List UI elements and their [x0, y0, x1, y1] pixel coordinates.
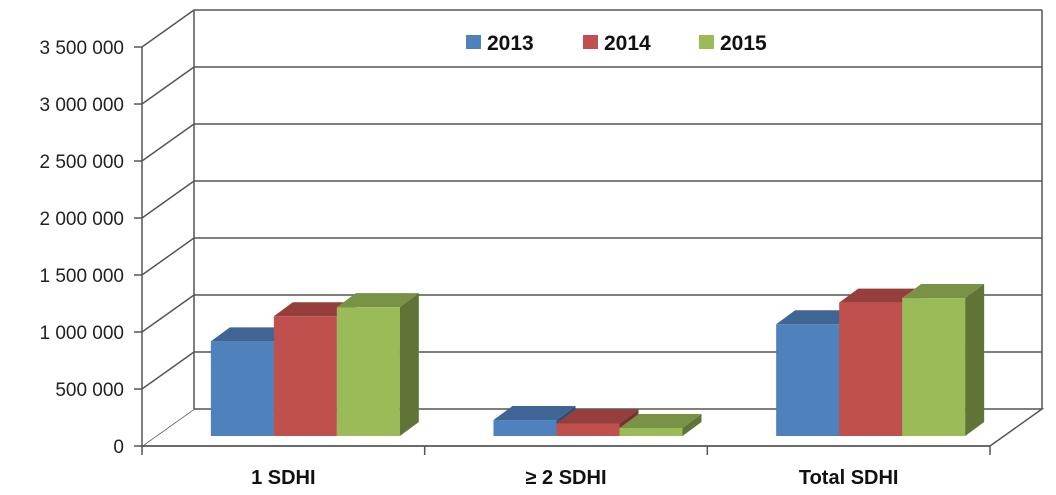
y-tick-label: 2 500 000	[39, 152, 124, 173]
bar-front-face	[902, 298, 966, 436]
bar-front-face	[210, 341, 274, 436]
bar-top-face	[556, 409, 639, 424]
bar-front-face	[619, 428, 683, 436]
legend-swatch	[699, 35, 714, 49]
gridline	[141, 180, 1042, 219]
bar-top-face	[619, 414, 702, 429]
bar-side-face	[682, 414, 702, 436]
y-tick-label: 1 500 000	[39, 266, 124, 287]
bar-2015-2	[902, 284, 985, 436]
legend-swatch	[583, 35, 598, 49]
chart-side-wall	[142, 10, 194, 446]
x-axis-category-labels: 1 SDHI ≥ 2 SDHI Total SDHI	[251, 467, 898, 489]
bar-top-face	[902, 284, 985, 299]
bar-front-face	[776, 324, 840, 436]
legend-entry-2015: 2015	[699, 32, 767, 55]
bar-front-face	[273, 316, 337, 436]
y-tick-label: 500 000	[55, 380, 124, 401]
bar-top-face	[273, 302, 356, 317]
legend-label: 2015	[720, 32, 767, 55]
bar-2015-0	[336, 293, 419, 436]
bar-top-face	[839, 288, 922, 303]
bar-top-face	[336, 293, 419, 308]
bar-front-face	[556, 423, 620, 436]
category-label: ≥ 2 SDHI	[526, 467, 607, 489]
legend-label: 2013	[487, 32, 534, 55]
y-tick-label: 2 000 000	[39, 209, 124, 230]
y-axis-tick-labels: 0 500 000 1 000 000 1 500 000 2 000 000 2 500…	[39, 38, 124, 458]
bar-side-face	[965, 284, 985, 436]
bar-top-face	[493, 406, 576, 421]
bar-front-face	[839, 302, 903, 436]
bar-side-face	[399, 293, 419, 436]
bars	[210, 284, 985, 436]
axes	[134, 10, 991, 455]
bar-top-face	[776, 310, 859, 325]
legend: 2013 2014 2015	[466, 32, 767, 55]
gridline	[141, 66, 1042, 105]
y-tick-label: 3 000 000	[39, 95, 124, 116]
category-label: 1 SDHI	[251, 467, 315, 489]
bar-2015-1	[619, 414, 702, 436]
bar-top-face	[210, 327, 293, 342]
legend-entry-2014: 2014	[583, 32, 651, 55]
legend-entry-2013: 2013	[466, 32, 534, 55]
category-label: Total SDHI	[799, 467, 899, 489]
gridline	[141, 237, 1042, 276]
y-tick-label: 1 000 000	[39, 323, 124, 344]
y-tick-label: 0	[113, 437, 124, 458]
y-tick-label: 3 500 000	[39, 38, 124, 59]
bar-front-face	[493, 420, 557, 436]
bar-front-face	[336, 307, 400, 436]
legend-swatch	[466, 35, 481, 49]
legend-label: 2014	[604, 32, 651, 55]
gridline	[141, 123, 1042, 162]
